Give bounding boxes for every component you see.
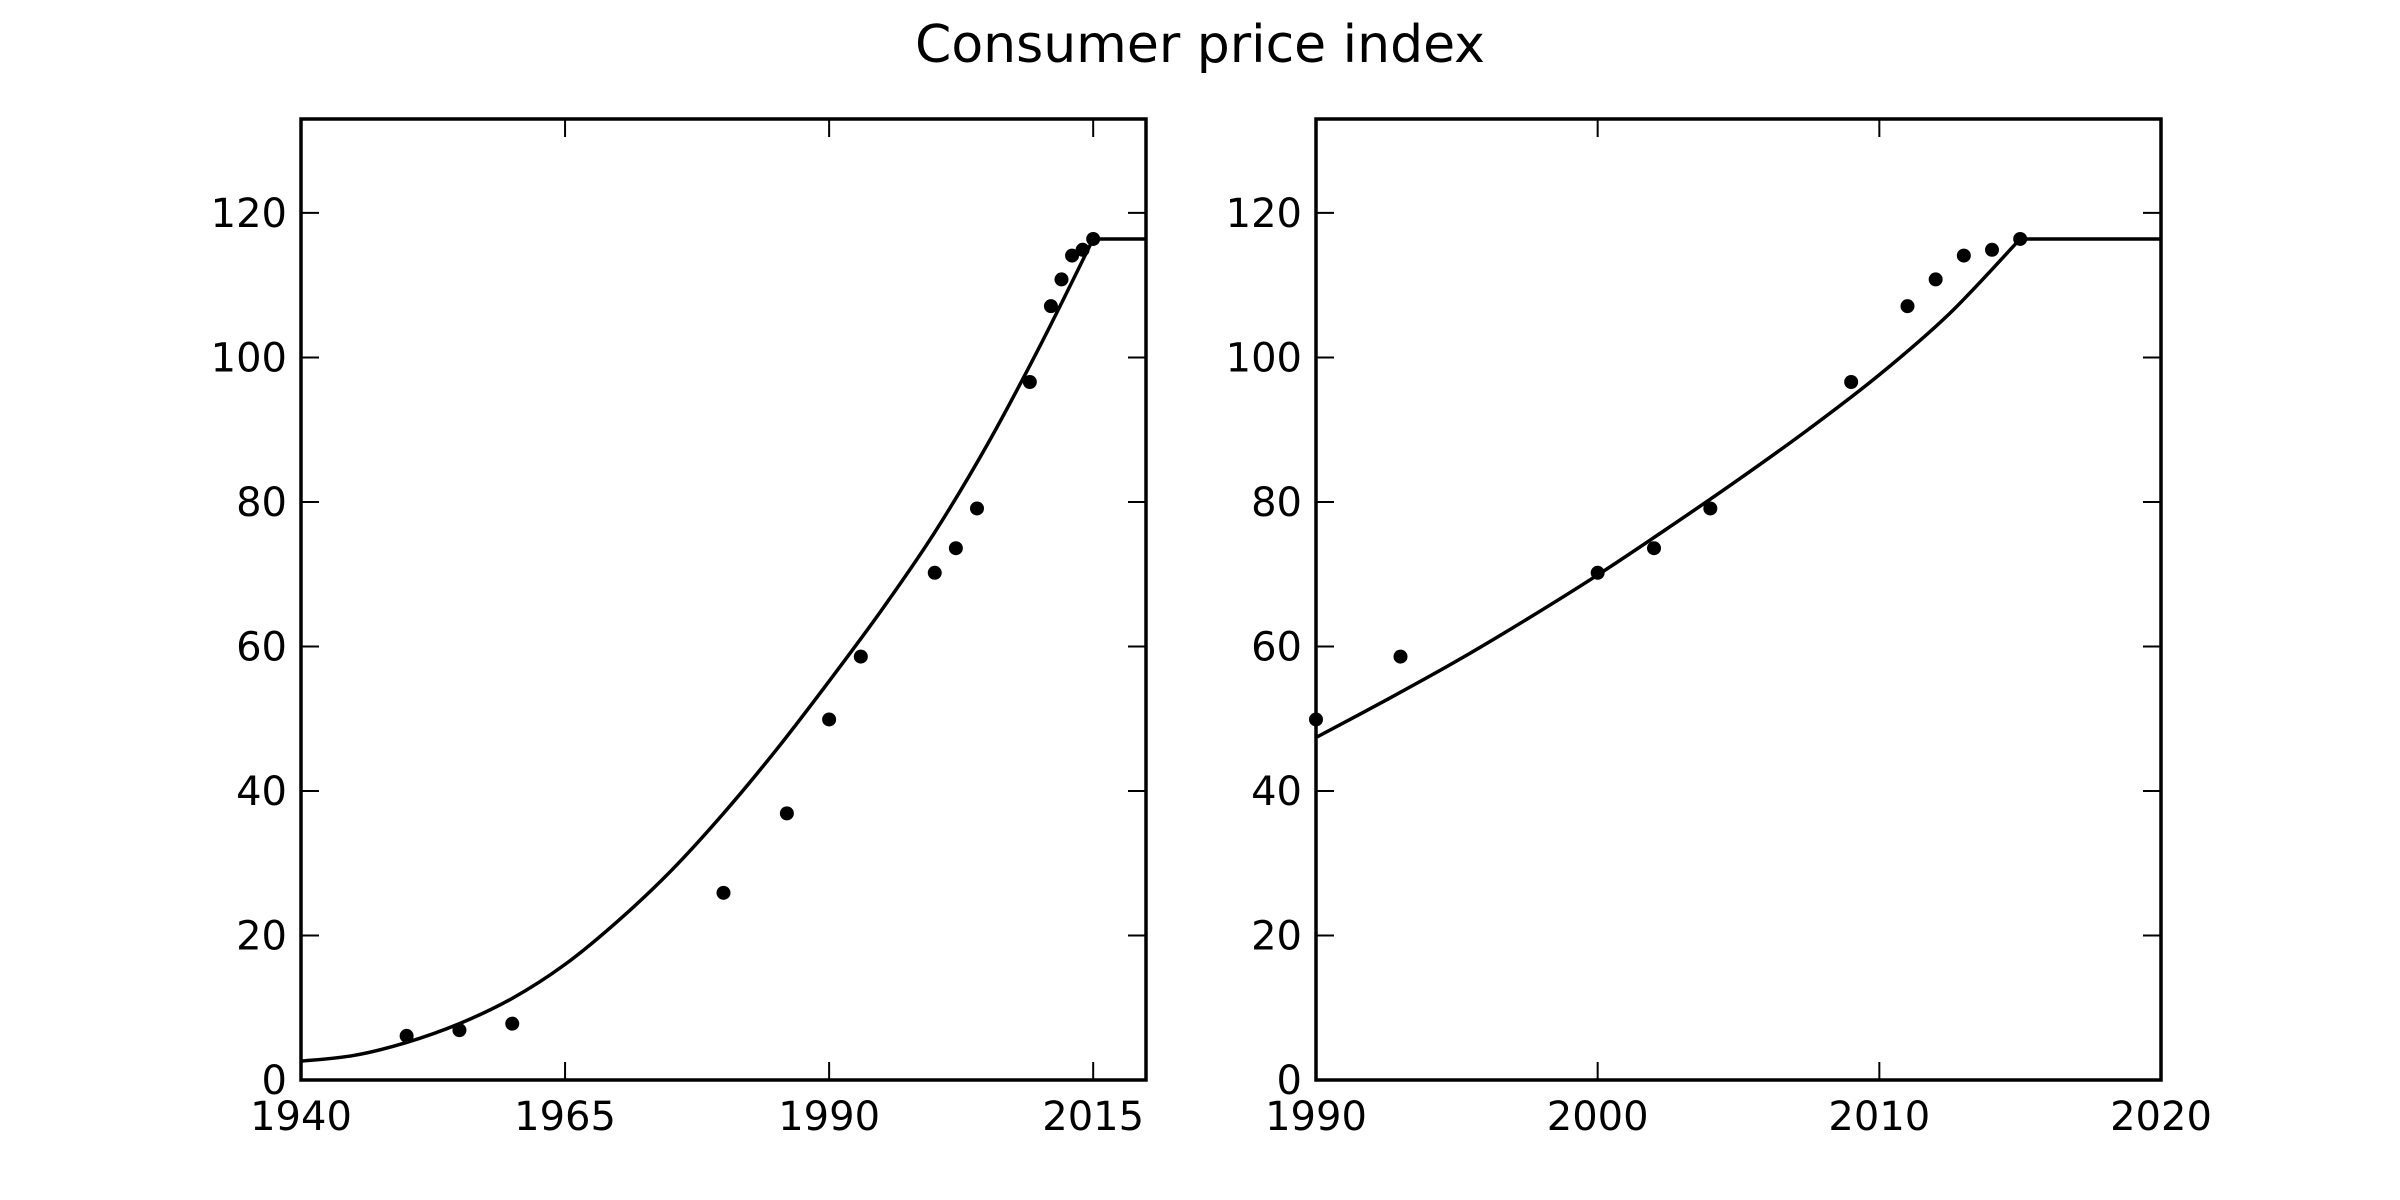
x-tick-label: 2020	[2110, 1094, 2212, 1140]
data-point	[1075, 242, 1090, 257]
fit-curve	[300, 237, 1146, 1063]
data-point	[970, 501, 984, 516]
y-tick-label: 0	[1277, 1058, 1302, 1104]
y-tick-label: 40	[1251, 769, 1302, 815]
data-point	[1985, 242, 1999, 257]
x-tick-label: 1940	[250, 1094, 352, 1140]
data-point	[1054, 272, 1069, 287]
data-point	[927, 565, 942, 580]
data-point	[1844, 375, 1859, 390]
right-panel: 0 20 40 60 80 100 120 1990 2000 2010 2020	[1226, 117, 2212, 1140]
data-point	[1590, 565, 1605, 580]
data-point	[1065, 248, 1080, 263]
left-panel: 0 20 40 60 80 100 120 1940 1965 1990 2015	[211, 117, 1148, 1140]
data-point	[1956, 248, 1971, 263]
data-point	[779, 806, 794, 821]
data-point	[1647, 541, 1661, 556]
data-point	[399, 1028, 414, 1043]
plot-frame	[1314, 117, 2163, 1082]
y-tick-label: 80	[1251, 480, 1302, 526]
y-tick-label: 20	[1251, 913, 1302, 959]
data-point	[452, 1023, 467, 1038]
x-tick-label: 1990	[778, 1094, 880, 1140]
data-point	[1043, 299, 1058, 314]
data-point	[853, 649, 868, 664]
x-tick-label: 2015	[1042, 1094, 1144, 1140]
y-tick-label: 80	[236, 480, 287, 526]
x-tick-label: 1965	[514, 1094, 616, 1140]
x-tick-label: 1990	[1265, 1094, 1367, 1140]
y-tick-label: 100	[211, 335, 287, 381]
x-tick-label: 2010	[1828, 1094, 1930, 1140]
plot-frame	[299, 117, 1148, 1082]
data-point	[716, 885, 731, 900]
y-tick-label: 100	[1226, 335, 1302, 381]
data-point	[1393, 649, 1408, 664]
y-tick-label: 60	[1251, 624, 1302, 670]
data-point	[1086, 231, 1101, 246]
x-tick-label: 2000	[1547, 1094, 1649, 1140]
y-tick-label: 20	[236, 913, 287, 959]
data-point	[948, 541, 963, 556]
figure-title: Consumer price index	[915, 15, 1485, 75]
data-point	[1928, 272, 1943, 287]
data-point	[1022, 375, 1037, 390]
y-tick-label: 0	[262, 1058, 287, 1104]
data-point	[1703, 501, 1718, 516]
data-point	[505, 1016, 520, 1031]
data-point	[1900, 299, 1915, 314]
data-point	[822, 712, 837, 727]
y-tick-label: 120	[1226, 191, 1302, 237]
y-tick-label: 120	[211, 191, 287, 237]
y-tick-label: 60	[236, 624, 287, 670]
y-tick-label: 40	[236, 769, 287, 815]
data-point	[2013, 231, 2028, 246]
fit-curve	[1315, 237, 2161, 740]
